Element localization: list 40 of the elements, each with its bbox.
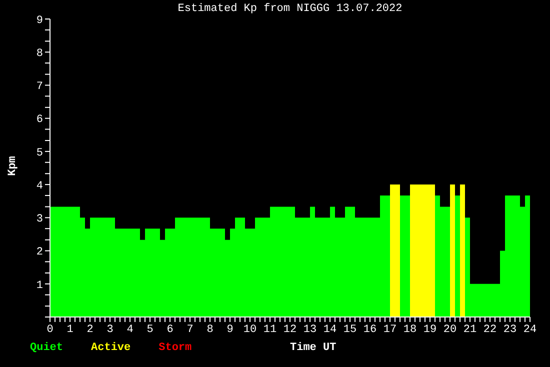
x-tick-label: 13 (303, 324, 317, 336)
y-tick-label: 2 (36, 246, 43, 259)
x-tick-label: 11 (263, 324, 277, 336)
x-tick-label: 16 (363, 324, 377, 336)
x-tick-label: 0 (46, 324, 54, 336)
x-tick-label: 14 (323, 324, 337, 336)
text: Active (91, 342, 131, 354)
y-tick-label: 3 (36, 214, 43, 226)
x-tick-label: 12 (283, 324, 297, 336)
x-tick-label: 19 (423, 324, 437, 336)
y-tick-label: 9 (36, 14, 43, 27)
text: Quiet (30, 342, 64, 354)
x-tick-label: 20 (443, 324, 457, 336)
x-tick-label: 24 (523, 324, 537, 336)
chart-title: Estimated Kp from NIGGG 13.07.2022 (176, 3, 404, 15)
y-tick-label: 1 (36, 280, 44, 292)
y-tick-label: 7 (36, 81, 43, 94)
x-tick-label: 1 (66, 324, 74, 336)
y-tick-label: 4 (36, 180, 44, 192)
x-tick-label: 10 (243, 324, 257, 336)
x-tick-label: 22 (483, 324, 497, 336)
x-tick-label: 2 (86, 324, 94, 336)
y-tick-label: 5 (36, 147, 43, 160)
x-tick-label: 21 (463, 324, 477, 336)
y-tick-label: 8 (36, 48, 43, 60)
y-tick-label: 6 (36, 114, 43, 126)
text: Storm (158, 342, 192, 354)
y-axis-title: Kpm (7, 155, 19, 178)
x-tick-label: 23 (503, 324, 517, 336)
x-axis-title: Time UT (290, 342, 336, 354)
x-tick-label: 5 (146, 324, 154, 336)
x-tick-label: 9 (226, 324, 234, 336)
x-tick-label: 4 (126, 324, 134, 336)
x-tick-label: 7 (186, 324, 194, 336)
x-tick-label: 17 (383, 324, 397, 336)
x-tick-label: 3 (106, 324, 114, 336)
x-tick-label: 8 (206, 324, 214, 336)
x-tick-label: 18 (403, 324, 417, 336)
x-tick-label: 6 (166, 324, 174, 336)
x-tick-label: 15 (343, 324, 357, 336)
